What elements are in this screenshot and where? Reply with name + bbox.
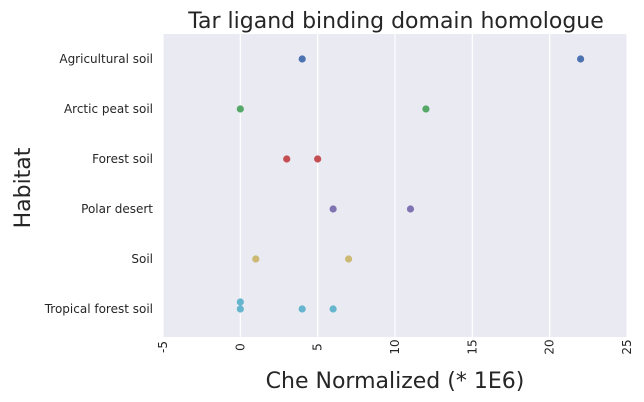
data-point bbox=[314, 155, 322, 163]
grid-lines bbox=[162, 34, 628, 337]
y-axis-label: Habitat bbox=[11, 147, 36, 228]
y-tick-label: Polar desert bbox=[81, 202, 153, 216]
x-tick-label: 20 bbox=[543, 339, 557, 354]
y-tick-label: Forest soil bbox=[92, 152, 153, 166]
data-point bbox=[298, 305, 306, 313]
chart-title: Tar ligand binding domain homologue bbox=[187, 9, 604, 34]
data-point bbox=[298, 55, 306, 63]
y-tick-label: Tropical forest soil bbox=[44, 302, 153, 316]
x-tick-label: 5 bbox=[311, 343, 325, 351]
data-points bbox=[236, 55, 585, 313]
y-tick-label: Arctic peat soil bbox=[64, 102, 153, 116]
data-point bbox=[252, 255, 260, 263]
data-point bbox=[283, 155, 291, 163]
x-tick-label: 25 bbox=[620, 339, 634, 354]
data-point bbox=[329, 205, 337, 213]
x-tick-label: -5 bbox=[156, 341, 170, 353]
data-point bbox=[236, 105, 244, 113]
x-tick-label: 10 bbox=[388, 339, 402, 354]
data-point bbox=[345, 255, 353, 263]
y-tick-label: Agricultural soil bbox=[59, 52, 153, 66]
y-tick-labels: Agricultural soil Arctic peat soil Forest … bbox=[44, 52, 154, 316]
data-point bbox=[236, 305, 244, 313]
data-point bbox=[577, 55, 585, 63]
x-axis-label: Che Normalized (* 1E6) bbox=[266, 369, 525, 394]
data-point bbox=[422, 105, 430, 113]
x-tick-label: 0 bbox=[233, 343, 247, 351]
data-point bbox=[329, 305, 337, 313]
x-tick-labels: -5 0 5 10 15 20 25 bbox=[156, 339, 634, 354]
data-point bbox=[236, 298, 244, 306]
data-point bbox=[406, 205, 415, 213]
y-tick-label: Soil bbox=[131, 252, 153, 266]
x-tick-label: 15 bbox=[465, 339, 479, 354]
